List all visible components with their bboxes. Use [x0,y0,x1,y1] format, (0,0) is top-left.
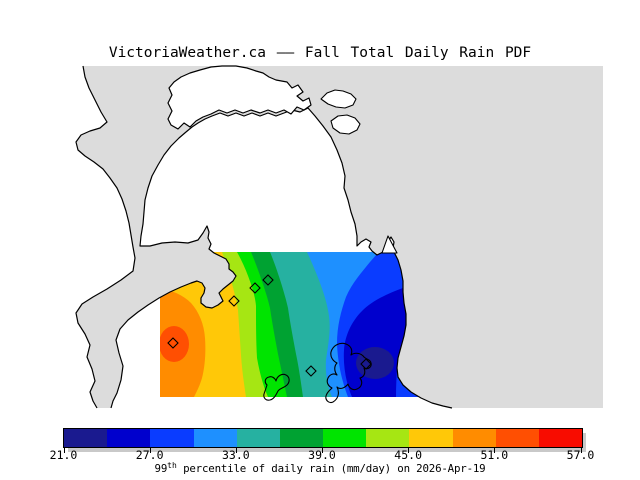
plot-title: VictoriaWeather.ca –– Fall Total Daily R… [108,45,532,61]
colorbar-tick-label: 33.0 [221,448,250,462]
caption-text: percentile of daily rain (mm/day) on 202… [176,462,486,475]
colorbar-tick-label: 27.0 [135,448,164,462]
colorbar-tick-mark [580,447,582,453]
station-marker [228,295,240,307]
station-marker [249,282,261,294]
colorbar-tick-mark [63,447,65,453]
lagoon-outline [263,373,290,401]
colorbar-segment [366,429,410,447]
colorbar-tick-label: 57.0 [566,448,595,462]
colorbar-tick-mark [408,447,410,453]
colorbar-tick-mark [235,447,237,453]
caption-percentile-number: 99 [154,462,168,475]
coldspot-navy [356,347,394,379]
offshore-island [330,114,361,135]
colorbar-tick-label: 45.0 [394,448,423,462]
station-marker [360,358,372,370]
north-land-island [167,65,312,130]
colorbar-segment [193,429,237,447]
colorbar-caption: 99th percentile of daily rain (mm/day) o… [0,461,640,475]
offshore-island [320,89,357,109]
headland-notch [381,235,398,254]
colorbar-tick-label: 51.0 [480,448,509,462]
colorbar-tick-mark [494,447,496,453]
harbour-outline [325,342,372,404]
colorbar-segment [107,429,151,447]
colorbar [63,428,583,448]
colorbar-segment [452,429,496,447]
station-marker [167,337,179,349]
caption-ordinal-suffix: th [167,461,177,470]
colorbar-segment [409,429,453,447]
colorbar-segment [64,429,108,447]
station-marker [305,365,317,377]
colorbar-segment [279,429,324,447]
colorbar-tick-mark [149,447,151,453]
colorbar-segment [150,429,194,447]
colorbar-tick-label: 39.0 [308,448,336,462]
colorbar-tick-mark [322,447,323,453]
colorbar-tick-label: 21.0 [49,448,78,462]
sea-region [76,66,603,408]
colorbar-segment [323,429,367,447]
station-marker [262,274,274,286]
hotspot-orangered [160,326,189,362]
coastline [75,65,453,409]
colorbar-segment [495,429,539,447]
station-markers [167,274,372,377]
colorbar-segment [236,429,280,447]
colorbar-segment [538,429,583,447]
